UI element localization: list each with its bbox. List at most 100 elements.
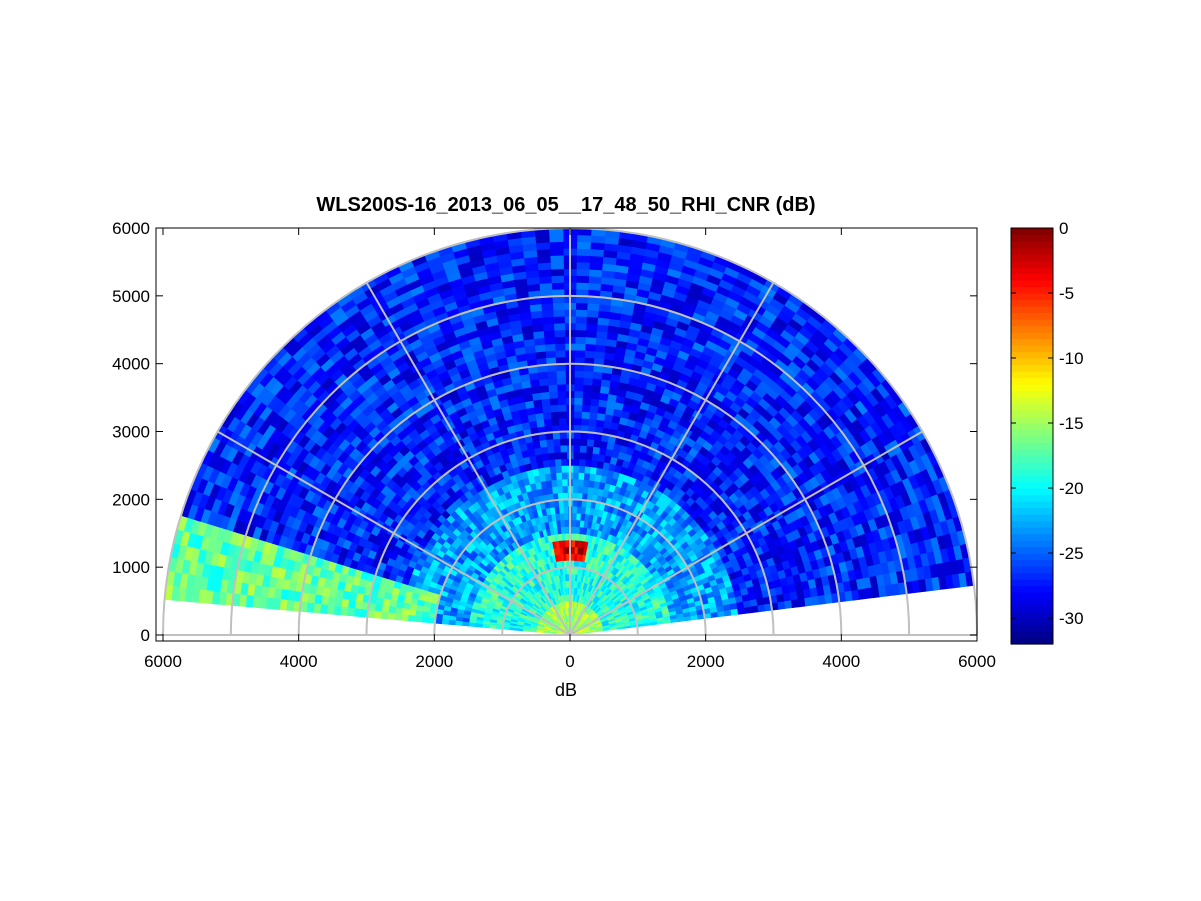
heatmap-cell bbox=[588, 268, 603, 278]
heatmap-cell bbox=[777, 600, 786, 610]
heatmap-cell bbox=[572, 471, 579, 480]
heatmap-cell bbox=[546, 370, 557, 379]
heatmap-cell bbox=[574, 349, 586, 358]
heatmap-cell bbox=[557, 404, 567, 412]
heatmap-cell bbox=[573, 410, 583, 419]
heatmap-cell bbox=[354, 600, 363, 610]
heatmap-cell bbox=[590, 384, 601, 393]
heatmap-cell bbox=[552, 315, 565, 324]
heatmap-cell bbox=[554, 458, 562, 467]
heatmap-cell bbox=[550, 261, 564, 270]
heatmap-cell bbox=[581, 397, 592, 406]
heatmap-cell bbox=[582, 390, 592, 399]
heatmap-cell bbox=[586, 438, 595, 447]
heatmap-cell bbox=[550, 275, 565, 284]
heatmap-cell bbox=[561, 485, 568, 494]
heatmap-cell bbox=[590, 391, 601, 400]
heatmap-cell bbox=[591, 377, 602, 387]
heatmap-cell bbox=[557, 410, 567, 419]
heatmap-cell bbox=[576, 261, 590, 270]
heatmap-cell bbox=[542, 411, 552, 420]
heatmap-cell bbox=[570, 553, 575, 561]
heatmap-cell bbox=[549, 248, 564, 257]
heatmap-cell bbox=[573, 404, 583, 412]
heatmap-cell bbox=[543, 329, 555, 339]
heatmap-cell bbox=[573, 383, 584, 392]
heatmap-cell bbox=[574, 329, 587, 338]
heatmap-cell bbox=[556, 478, 563, 487]
heatmap-cell bbox=[591, 446, 601, 455]
heatmap-cell bbox=[574, 533, 580, 541]
heatmap-cell bbox=[578, 458, 586, 467]
heatmap-cell bbox=[584, 350, 596, 359]
heatmap-cell bbox=[539, 384, 550, 393]
heatmap-cell bbox=[394, 607, 403, 615]
heatmap-cell bbox=[584, 336, 597, 345]
heatmap-cell bbox=[574, 322, 587, 331]
heatmap-cell bbox=[585, 445, 594, 454]
heatmap-cell bbox=[547, 452, 555, 461]
heatmap-cell bbox=[558, 417, 567, 426]
heatmap-cell bbox=[552, 309, 565, 317]
heatmap-cell bbox=[560, 451, 568, 460]
heatmap-cell bbox=[549, 241, 564, 250]
heatmap-cell bbox=[575, 512, 581, 521]
heatmap-cell bbox=[588, 262, 603, 271]
heatmap-cell bbox=[554, 343, 566, 351]
heatmap-cell bbox=[588, 473, 596, 482]
heatmap-cell bbox=[587, 418, 597, 427]
heatmap-cell bbox=[554, 465, 562, 474]
heatmap-cell bbox=[595, 419, 605, 428]
heatmap-cell bbox=[553, 451, 562, 460]
heatmap-cell bbox=[585, 452, 593, 461]
heatmap-cell bbox=[559, 444, 568, 453]
heatmap-cell bbox=[556, 390, 567, 399]
heatmap-cell bbox=[571, 532, 576, 541]
heatmap-cell bbox=[578, 465, 586, 474]
heatmap-cell bbox=[583, 472, 591, 481]
heatmap-cell bbox=[546, 445, 555, 454]
heatmap-cell bbox=[582, 485, 589, 494]
heatmap-cell bbox=[579, 438, 588, 447]
heatmap-cell bbox=[550, 268, 565, 277]
heatmap-cell bbox=[577, 472, 585, 480]
heatmap-cell bbox=[541, 316, 555, 325]
heatmap-cell bbox=[515, 628, 524, 632]
heatmap-cell bbox=[571, 526, 577, 534]
heatmap-cell bbox=[585, 329, 597, 339]
heatmap-cell bbox=[575, 302, 588, 311]
chart-title: WLS200S-16_2013_06_05__17_48_50_RHI_CNR … bbox=[316, 194, 815, 216]
heatmap-cell bbox=[552, 302, 565, 311]
heatmap-cell bbox=[537, 262, 552, 271]
heatmap-cell bbox=[583, 465, 592, 474]
heatmap-cell bbox=[534, 234, 550, 244]
heatmap-cell bbox=[589, 255, 604, 264]
heatmap-cell bbox=[577, 478, 584, 487]
heatmap-cell bbox=[535, 241, 551, 251]
heatmap-cell bbox=[572, 478, 579, 487]
heatmap-cell bbox=[538, 377, 549, 387]
heatmap-cell bbox=[540, 398, 551, 407]
heatmap-cell bbox=[542, 323, 555, 332]
heatmap-cell bbox=[555, 370, 566, 378]
heatmap-cell bbox=[582, 377, 593, 386]
heatmap-cell bbox=[571, 519, 577, 527]
heatmap-cell bbox=[534, 350, 547, 360]
heatmap-cell bbox=[537, 371, 548, 380]
heatmap-cell bbox=[544, 350, 556, 359]
heatmap-cell bbox=[572, 485, 579, 494]
heatmap-cell bbox=[588, 275, 602, 284]
heatmap-cell bbox=[592, 371, 603, 380]
heatmap-cell bbox=[550, 411, 559, 420]
heatmap-cell bbox=[589, 404, 599, 414]
heatmap-cell bbox=[581, 404, 591, 413]
heatmap-cell bbox=[572, 458, 580, 466]
heatmap-cell bbox=[538, 282, 553, 291]
heatmap-cell bbox=[580, 417, 590, 426]
heatmap-cell bbox=[590, 459, 598, 468]
heatmap-cell bbox=[577, 485, 584, 494]
heatmap-cell bbox=[374, 603, 383, 613]
heatmap-cell bbox=[575, 315, 588, 324]
heatmap-cell bbox=[576, 505, 582, 514]
